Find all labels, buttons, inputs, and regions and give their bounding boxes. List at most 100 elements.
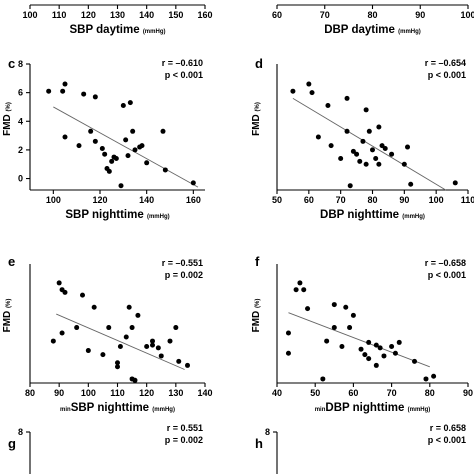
- y-axis-title-f: FMD (%): [251, 299, 262, 333]
- y-tick-label-c: 4: [18, 116, 23, 126]
- data-point-d: [360, 138, 366, 144]
- data-point-f: [381, 353, 387, 359]
- x-axis-unit-e: (mmHg): [152, 407, 175, 413]
- x-axis-label-f: DBP nighttime: [325, 402, 407, 414]
- y-tick-label-g: 8: [18, 427, 23, 437]
- data-point-d: [408, 181, 414, 187]
- data-point-d: [328, 143, 334, 149]
- x-tick-label-e: 110: [110, 388, 125, 398]
- data-point-e: [176, 358, 182, 364]
- y-axis-unit-e: (%): [6, 299, 12, 308]
- data-point-e: [50, 338, 56, 344]
- r-value-d: r = –0.654: [425, 58, 466, 68]
- x-tick-label-a: 130: [110, 10, 125, 20]
- data-point-d: [363, 107, 369, 113]
- data-point-f: [285, 330, 291, 336]
- data-point-d: [357, 158, 363, 164]
- panel-e: e r = –0.551 p = 0.002 80 90 100 110 120 130 140 m…: [2, 254, 213, 414]
- panel-label-f: f: [255, 254, 260, 269]
- x-tick-label-b: 60: [272, 10, 282, 20]
- panel-h: h r = 0.658 p < 0.001 8: [255, 423, 466, 474]
- data-point-f: [396, 339, 402, 345]
- data-point-e: [91, 304, 97, 310]
- x-axis-label-d: DBP nighttime: [320, 209, 402, 221]
- data-point-d: [344, 95, 350, 101]
- data-point-e: [158, 353, 164, 359]
- data-point-f: [358, 346, 364, 352]
- panel-label-d: d: [255, 56, 263, 71]
- data-point-c: [46, 88, 52, 94]
- data-point-e: [150, 338, 155, 344]
- data-point-c: [144, 160, 150, 166]
- y-tick-label-c: 0: [18, 174, 23, 184]
- x-axis-title-f: minDBP nighttime (mmHg): [315, 402, 431, 414]
- x-tick-label-f: 90: [463, 388, 473, 398]
- x-axis-label-c: SBP nighttime: [65, 209, 147, 221]
- data-point-c: [120, 103, 126, 109]
- data-point-e: [126, 304, 132, 310]
- x-tick-label-d: 90: [399, 195, 409, 205]
- y-axis-label-d: FMD: [251, 111, 262, 135]
- x-axis-title-c: SBP nighttime (mmHg): [65, 209, 169, 221]
- x-axis-title-e: minSBP nighttime (mmHg): [60, 402, 175, 414]
- x-tick-label-e: 140: [197, 388, 212, 398]
- x-axis-label-a: SBP daytime: [70, 24, 143, 36]
- x-tick-label-c: 140: [139, 195, 154, 205]
- x-tick-label-d: 100: [429, 195, 444, 205]
- x-tick-label-c: 100: [46, 195, 61, 205]
- data-point-f: [293, 287, 299, 293]
- x-tick-label-b: 70: [320, 10, 330, 20]
- x-tick-label-b: 100: [460, 10, 474, 20]
- x-tick-label-c: 120: [92, 195, 107, 205]
- data-point-e: [74, 325, 80, 331]
- data-point-f: [324, 338, 330, 344]
- data-point-e: [129, 325, 135, 331]
- data-point-c: [99, 145, 105, 151]
- x-axis-title-b: DBP daytime (mmHg): [324, 24, 421, 36]
- data-point-d: [401, 161, 407, 167]
- y-tick-label-c: 6: [18, 88, 23, 98]
- x-axis-title-a: SBP daytime (mmHg): [70, 24, 166, 36]
- data-point-f: [331, 325, 337, 331]
- data-point-d: [306, 81, 312, 87]
- data-point-c: [76, 143, 82, 149]
- x-tick-label-a: 140: [139, 10, 154, 20]
- data-point-c: [127, 100, 133, 106]
- data-point-e: [106, 325, 112, 331]
- data-point-e: [144, 343, 150, 349]
- x-axis-unit-c: (mmHg): [147, 214, 170, 220]
- x-tick-label-f: 70: [387, 388, 397, 398]
- data-point-f: [350, 312, 356, 318]
- data-point-e: [167, 338, 173, 344]
- x-tick-label-e: 100: [81, 388, 96, 398]
- x-tick-label-d: 50: [272, 195, 282, 205]
- data-point-c: [190, 180, 196, 186]
- data-point-d: [315, 134, 321, 140]
- data-point-f: [339, 343, 345, 349]
- x-tick-label-f: 50: [310, 388, 320, 398]
- x-axis-unit-b: (mmHg): [398, 29, 421, 35]
- data-point-e: [80, 292, 85, 298]
- panel-c: c r = –0.610 p < 0.001 100 120 140 160 SBP nigh…: [2, 56, 205, 221]
- x-tick-label-a: 110: [52, 10, 67, 20]
- data-point-f: [343, 304, 349, 310]
- data-point-f: [362, 352, 368, 358]
- data-point-c: [123, 137, 129, 143]
- data-point-c: [160, 128, 166, 134]
- y-axis-label-c: FMD: [2, 111, 13, 135]
- y-axis-title-c: FMD (%): [2, 102, 13, 136]
- data-point-c: [125, 153, 131, 159]
- x-tick-label-e: 80: [25, 388, 35, 398]
- x-axis-label-e: SBP nighttime: [71, 402, 153, 414]
- data-point-f: [366, 356, 372, 362]
- y-axis-unit-d: (%): [255, 102, 261, 111]
- data-point-d: [382, 145, 388, 151]
- x-tick-label-b: 80: [367, 10, 377, 20]
- data-point-d: [452, 180, 458, 186]
- x-tick-label-d: 60: [304, 195, 314, 205]
- data-point-c: [109, 158, 115, 164]
- data-point-d: [290, 88, 296, 94]
- data-point-f: [331, 302, 337, 308]
- regression-line-e: [56, 313, 185, 370]
- data-point-e: [62, 289, 68, 295]
